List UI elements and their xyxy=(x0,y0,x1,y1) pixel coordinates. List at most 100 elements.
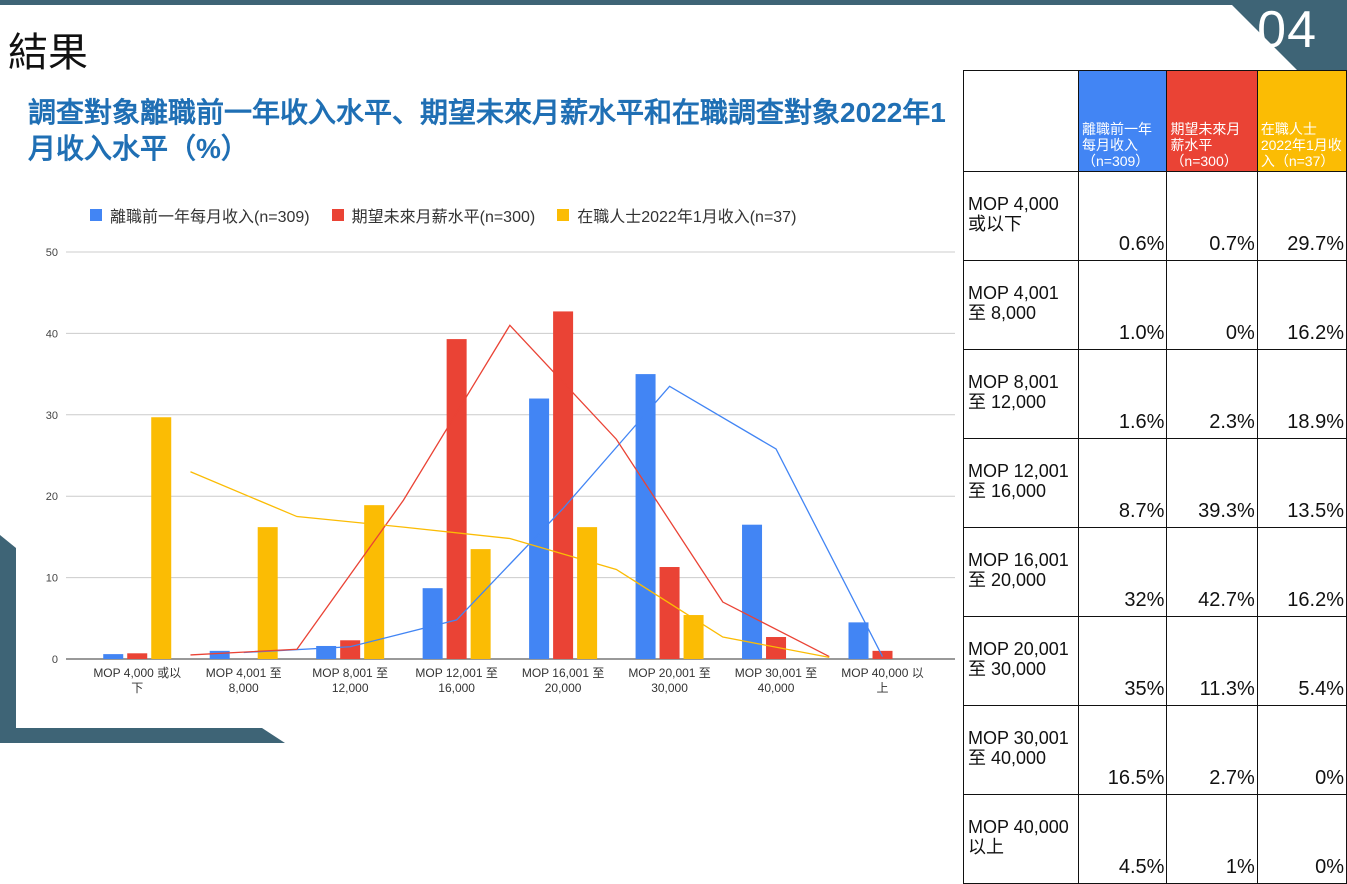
row-label-line: MOP 8,001 xyxy=(968,372,1059,392)
table-value-cell: 18.9% xyxy=(1256,349,1347,439)
table-row: MOP 4,001 至 8,000 1.0% 0% 16.2% xyxy=(963,260,1347,350)
top-border-line xyxy=(0,0,1347,5)
bar-chart: 0 10 20 30 40 50 MOP 4,000 或以下 MOP 4,001 至 8,000… xyxy=(46,247,955,695)
legend-item-series-3: 在職人士2022年1月收入(n=37) xyxy=(557,203,796,227)
bar-blue xyxy=(635,374,656,659)
x-tick-label: MOP 16,001 至 20,000 xyxy=(522,666,605,695)
bar-yellow xyxy=(151,417,172,659)
table-value-cell: 11.3% xyxy=(1166,616,1258,706)
bar-red xyxy=(446,339,467,659)
table-row-label: MOP 8,001 至 12,000 xyxy=(963,349,1079,439)
bar-yellow xyxy=(683,615,704,659)
trendline xyxy=(243,385,884,657)
y-tick-label: 20 xyxy=(46,491,58,503)
table-value-cell: 42.7% xyxy=(1166,527,1258,617)
legend-label: 在職人士2022年1月收入(n=37) xyxy=(577,209,797,226)
y-tick-label: 0 xyxy=(52,654,58,666)
trendline xyxy=(190,324,830,658)
table-header-cell: 在職人士2022年1月收入（n=37） xyxy=(1256,70,1347,172)
bar-yellow xyxy=(257,527,278,659)
bar-blue xyxy=(422,588,443,659)
row-label-line: MOP 4,000 xyxy=(968,194,1059,214)
table-corner-cell xyxy=(963,70,1079,172)
row-label-line: 至 12,000 xyxy=(968,392,1047,412)
y-tick-label: 50 xyxy=(46,247,58,259)
x-tick-label: MOP 4,001 至 8,000 xyxy=(206,666,282,695)
legend-swatch-yellow xyxy=(557,209,570,221)
row-label-line: 至 16,000 xyxy=(968,481,1047,501)
table-header-row: 離職前一年每月收入（n=309） 期望未來月薪水平（n=300） 在職人士202… xyxy=(963,70,1347,172)
table-value-cell: 35% xyxy=(1077,616,1168,706)
table-value-cell: 1.0% xyxy=(1077,260,1168,350)
x-tick-label: MOP 40,000 以上 xyxy=(841,666,924,695)
chart-legend: 離職前一年每月收入(n=309) 期望未來月薪水平(n=300) 在職人士202… xyxy=(90,203,796,227)
table-value-cell: 2.3% xyxy=(1166,349,1258,439)
bar-blue xyxy=(316,645,337,659)
table-value-cell: 0% xyxy=(1256,794,1347,884)
table-row-label: MOP 12,001 至 16,000 xyxy=(963,438,1079,528)
corner-decoration xyxy=(1227,0,1347,70)
x-tick-label: MOP 30,001 至 40,000 xyxy=(735,666,818,695)
y-tick-label: 30 xyxy=(46,410,58,422)
row-label-line: 或以下 xyxy=(968,214,1022,234)
bar-red xyxy=(659,567,680,659)
table-value-cell: 16.2% xyxy=(1256,527,1347,617)
bar-red xyxy=(553,311,574,659)
table-value-cell: 1.6% xyxy=(1077,349,1168,439)
legend-label: 期望未來月薪水平(n=300) xyxy=(351,209,536,226)
table-header-cell: 期望未來月薪水平（n=300） xyxy=(1166,70,1258,172)
table-value-cell: 0.7% xyxy=(1166,171,1258,261)
table-value-cell: 4.5% xyxy=(1077,794,1168,884)
x-tick-label: MOP 8,001 至 12,000 xyxy=(312,666,388,695)
table-value-cell: 16.5% xyxy=(1077,705,1168,795)
table-value-cell: 13.5% xyxy=(1256,438,1347,528)
bar-blue xyxy=(848,622,869,659)
bar-red xyxy=(127,653,148,659)
bar-blue xyxy=(742,524,763,659)
bar-yellow xyxy=(577,527,598,659)
table-value-cell: 5.4% xyxy=(1256,616,1347,706)
section-title: 結果 xyxy=(8,31,88,75)
table-row-label: MOP 4,001 至 8,000 xyxy=(963,260,1079,350)
legend-item-series-1: 離職前一年每月收入(n=309) xyxy=(90,203,310,227)
table-row-label: MOP 4,000 或以下 xyxy=(963,171,1079,261)
row-label-line: 至 40,000 xyxy=(968,748,1047,768)
chart-title: 調查對象離職前一年收入水平、期望未來月薪水平和在職調查對象2022年1月收入水平… xyxy=(28,97,946,164)
table-row-label: MOP 40,000 以上 xyxy=(963,794,1079,884)
table-row-label: MOP 30,001 至 40,000 xyxy=(963,705,1079,795)
row-label-line: 至 20,000 xyxy=(968,570,1047,590)
row-label-line: MOP 16,001 xyxy=(968,550,1069,570)
bar-blue xyxy=(209,650,230,659)
page-number: 04 xyxy=(1257,1,1317,59)
trendline xyxy=(190,471,830,659)
x-tick-label: MOP 20,001 至 30,000 xyxy=(628,666,711,695)
bar-red xyxy=(872,650,893,659)
row-label-line: 以上 xyxy=(968,837,1004,857)
table-value-cell: 0% xyxy=(1256,705,1347,795)
x-tick-label: MOP 4,000 或以下 xyxy=(93,666,181,695)
table-value-cell: 16.2% xyxy=(1256,260,1347,350)
row-label-line: MOP 20,001 xyxy=(968,639,1069,659)
table-value-cell: 1% xyxy=(1166,794,1258,884)
legend-item-series-2: 期望未來月薪水平(n=300) xyxy=(331,203,536,227)
row-label-line: MOP 4,001 xyxy=(968,283,1059,303)
table-row: MOP 12,001 至 16,000 8.7% 39.3% 13.5% xyxy=(963,438,1347,528)
table-value-cell: 29.7% xyxy=(1256,171,1347,261)
table-row: MOP 40,000 以上 4.5% 1% 0% xyxy=(963,794,1347,884)
table-body: MOP 4,000 或以下 0.6% 0.7% 29.7% MOP 4,001 至 8,00… xyxy=(963,171,1347,884)
table-row: MOP 30,001 至 40,000 16.5% 2.7% 0% xyxy=(963,705,1347,795)
table-row: MOP 8,001 至 12,000 1.6% 2.3% 18.9% xyxy=(963,349,1347,439)
table-row: MOP 4,000 或以下 0.6% 0.7% 29.7% xyxy=(963,171,1347,261)
table-value-cell: 2.7% xyxy=(1166,705,1258,795)
x-tick-label: MOP 12,001 至 16,000 xyxy=(415,666,498,695)
data-table: 離職前一年每月收入（n=309） 期望未來月薪水平（n=300） 在職人士202… xyxy=(963,70,1347,884)
y-tick-label: 10 xyxy=(46,573,58,585)
table-row: MOP 16,001 至 20,000 32% 42.7% 16.2% xyxy=(963,527,1347,617)
bar-blue xyxy=(529,398,550,659)
table-value-cell: 39.3% xyxy=(1166,438,1258,528)
table-row-label: MOP 16,001 至 20,000 xyxy=(963,527,1079,617)
row-label-line: 至 30,000 xyxy=(968,659,1047,679)
table-row-label: MOP 20,001 至 30,000 xyxy=(963,616,1079,706)
legend-label: 離職前一年每月收入(n=309) xyxy=(110,209,310,226)
legend-swatch-red xyxy=(331,209,344,221)
